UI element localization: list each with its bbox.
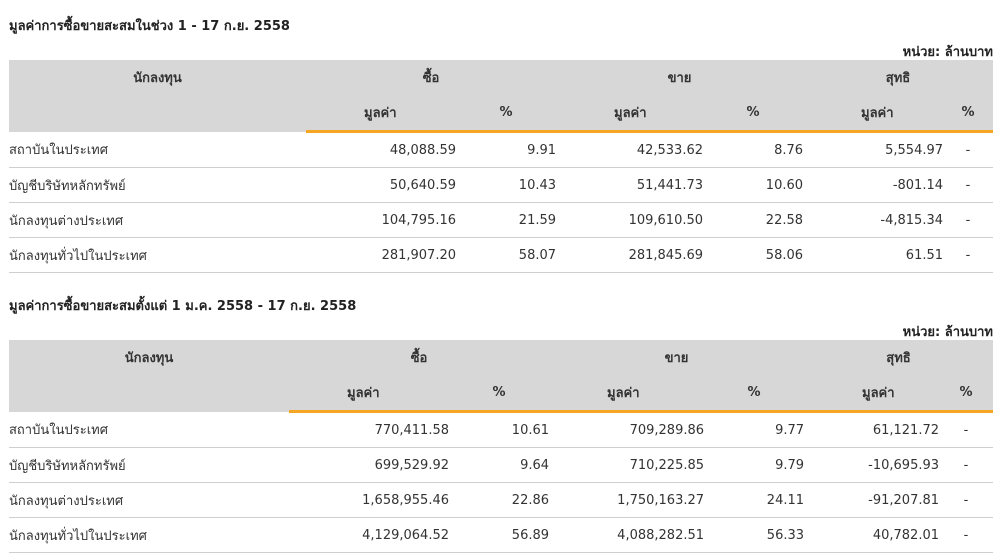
unit-label: หน่วย: ล้านบาท: [902, 45, 993, 60]
investor-name: นักลงทุนทั่วไปในประเทศ: [9, 517, 289, 553]
sell-percent-header: %: [704, 374, 805, 413]
investor-name: บัญชีบริษัทหลักทรัพย์: [9, 167, 306, 203]
table-row: สถาบันในประเทศ 48,088.59 9.91 42,533.62 …: [9, 131, 994, 168]
investor-name: บัญชีบริษัทหลักทรัพย์: [9, 447, 289, 483]
unit-label: หน่วย: ล้านบาท: [902, 325, 993, 340]
buy-percent: 9.64: [449, 447, 550, 483]
buy-header: ซื้อ: [289, 340, 550, 374]
net-percent-header: %: [939, 374, 994, 413]
net-percent: -: [939, 482, 994, 518]
sell-value: 4,088,282.51: [549, 517, 705, 553]
buy-value: 48,088.59: [306, 131, 456, 168]
buy-value: 281,907.20: [306, 237, 456, 273]
trading-table: นักลงทุน ซื้อ ขาย สุทธิ มูลค่า % มูลค่า …: [9, 340, 994, 553]
header-spacer: [9, 374, 289, 412]
net-percent-header: %: [943, 94, 994, 133]
buy-value-header: มูลค่า: [289, 374, 449, 413]
net-percent: -: [939, 447, 994, 483]
investor-header: นักลงทุน: [9, 340, 289, 374]
net-header: สุทธิ: [803, 60, 994, 94]
net-value: 5,554.97: [803, 131, 944, 168]
table-row: บัญชีบริษัทหลักทรัพย์ 699,529.92 9.64 71…: [9, 447, 994, 483]
net-percent: -: [939, 517, 994, 553]
investor-name: นักลงทุนต่างประเทศ: [9, 482, 289, 518]
sell-value: 710,225.85: [549, 447, 705, 483]
net-value: -801.14: [803, 167, 944, 203]
investor-name: สถาบันในประเทศ: [9, 411, 289, 448]
sell-header: ขาย: [549, 340, 805, 374]
sell-percent: 9.79: [704, 447, 805, 483]
header-spacer: [9, 94, 306, 132]
net-value: 61,121.72: [804, 411, 940, 448]
buy-value: 50,640.59: [306, 167, 456, 203]
sell-value: 42,533.62: [556, 131, 704, 168]
buy-percent: 10.61: [449, 411, 550, 448]
buy-percent-header: %: [456, 94, 557, 133]
buy-value-header: มูลค่า: [306, 94, 456, 133]
sell-value: 1,750,163.27: [549, 482, 705, 518]
sell-percent: 56.33: [704, 517, 805, 553]
sell-percent: 22.58: [703, 202, 804, 238]
sell-percent: 24.11: [704, 482, 805, 518]
sell-percent: 9.77: [704, 411, 805, 448]
buy-value: 699,529.92: [289, 447, 449, 483]
buy-percent: 56.89: [449, 517, 550, 553]
buy-value: 104,795.16: [306, 202, 456, 238]
section-title: มูลค่าการซื้อขายสะสมในช่วง 1 - 17 ก.ย. 2…: [9, 19, 290, 34]
section-title: มูลค่าการซื้อขายสะสมตั้งแต่ 1 ม.ค. 2558 …: [9, 299, 357, 314]
investor-name: สถาบันในประเทศ: [9, 131, 306, 168]
sell-percent-header: %: [703, 94, 804, 133]
buy-percent: 21.59: [456, 202, 557, 238]
net-percent: -: [943, 237, 994, 273]
trading-table: นักลงทุน ซื้อ ขาย สุทธิ มูลค่า % มูลค่า …: [9, 60, 994, 273]
net-percent: -: [939, 411, 994, 448]
net-percent: -: [943, 167, 994, 203]
investor-name: นักลงทุนต่างประเทศ: [9, 202, 306, 238]
buy-header: ซื้อ: [306, 60, 557, 94]
net-value: -91,207.81: [804, 482, 940, 518]
net-value: 61.51: [803, 237, 944, 273]
sell-percent: 8.76: [703, 131, 804, 168]
sell-percent: 10.60: [703, 167, 804, 203]
sell-value: 109,610.50: [556, 202, 704, 238]
net-value-header: มูลค่า: [803, 94, 944, 133]
buy-value: 770,411.58: [289, 411, 449, 448]
table-row: นักลงทุนต่างประเทศ 1,658,955.46 22.86 1,…: [9, 482, 994, 518]
buy-percent: 9.91: [456, 131, 557, 168]
table-row: นักลงทุนทั่วไปในประเทศ 4,129,064.52 56.8…: [9, 517, 994, 553]
sell-value-header: มูลค่า: [556, 94, 704, 133]
buy-percent-header: %: [449, 374, 550, 413]
table-row: สถาบันในประเทศ 770,411.58 10.61 709,289.…: [9, 411, 994, 448]
net-value-header: มูลค่า: [804, 374, 940, 413]
buy-value: 1,658,955.46: [289, 482, 449, 518]
net-value: 40,782.01: [804, 517, 940, 553]
net-header: สุทธิ: [804, 340, 994, 374]
net-value: -10,695.93: [804, 447, 940, 483]
buy-value: 4,129,064.52: [289, 517, 449, 553]
investor-name: นักลงทุนทั่วไปในประเทศ: [9, 237, 306, 273]
buy-percent: 58.07: [456, 237, 557, 273]
sell-value: 51,441.73: [556, 167, 704, 203]
table-row: บัญชีบริษัทหลักทรัพย์ 50,640.59 10.43 51…: [9, 167, 994, 203]
net-percent: -: [943, 202, 994, 238]
sell-value: 709,289.86: [549, 411, 705, 448]
sell-header: ขาย: [556, 60, 804, 94]
net-percent: -: [943, 131, 994, 168]
sell-value-header: มูลค่า: [549, 374, 705, 413]
table-row: นักลงทุนต่างประเทศ 104,795.16 21.59 109,…: [9, 202, 994, 238]
sell-value: 281,845.69: [556, 237, 704, 273]
sell-percent: 58.06: [703, 237, 804, 273]
buy-percent: 22.86: [449, 482, 550, 518]
investor-header: นักลงทุน: [9, 60, 306, 94]
table-row: นักลงทุนทั่วไปในประเทศ 281,907.20 58.07 …: [9, 237, 994, 273]
net-value: -4,815.34: [803, 202, 944, 238]
buy-percent: 10.43: [456, 167, 557, 203]
